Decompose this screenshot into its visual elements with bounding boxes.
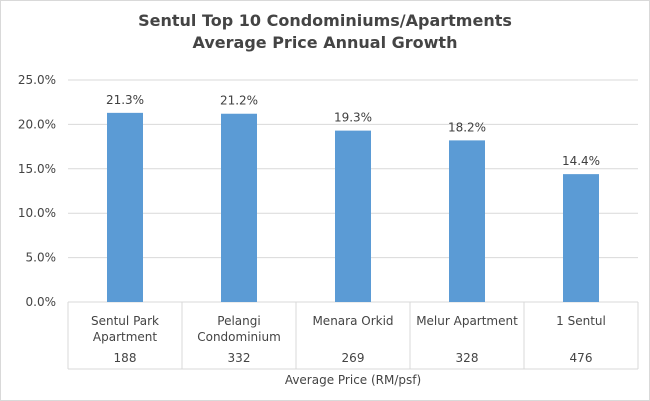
category-label: Pelangi [217, 314, 260, 328]
avg-price-label: 332 [228, 351, 251, 365]
bar [107, 112, 143, 302]
avg-price-label: 476 [570, 351, 593, 365]
avg-price-label: 188 [114, 351, 137, 365]
bar [221, 113, 257, 302]
data-label: 21.3% [106, 93, 144, 107]
bar [563, 174, 599, 302]
category-label: 1 Sentul [556, 314, 606, 328]
y-tick-label: 10.0% [18, 206, 56, 220]
chart-title-line-1: Sentul Top 10 Condominiums/Apartments [138, 11, 512, 30]
data-label: 19.3% [334, 111, 372, 125]
data-label: 21.2% [220, 94, 258, 108]
avg-price-label: 328 [456, 351, 479, 365]
chart-title-line-2: Average Price Annual Growth [193, 33, 458, 52]
bars [107, 112, 599, 302]
gridlines [67, 79, 639, 370]
y-axis-ticks: 0.0% 5.0% 10.0% 15.0% 20.0% 25.0% [18, 73, 56, 309]
category-table: Sentul Park Apartment 188 Pelangi Condominiu… [91, 314, 606, 365]
category-label: Menara Orkid [312, 314, 393, 328]
category-label: Melur Apartment [416, 314, 518, 328]
y-tick-label: 5.0% [26, 251, 57, 265]
data-labels: 21.3% 21.2% 19.3% 18.2% 14.4% [106, 93, 600, 168]
data-label: 18.2% [448, 120, 486, 134]
y-tick-label: 20.0% [18, 117, 56, 131]
bar [335, 130, 371, 302]
y-tick-label: 25.0% [18, 73, 56, 87]
y-tick-label: 15.0% [18, 162, 56, 176]
data-label: 14.4% [562, 154, 600, 168]
y-tick-label: 0.0% [26, 295, 57, 309]
x-axis-title: Average Price (RM/psf) [285, 373, 421, 387]
bar [449, 140, 485, 302]
avg-price-label: 269 [342, 351, 365, 365]
category-label: Apartment [93, 330, 157, 344]
category-label: Condominium [197, 330, 281, 344]
category-label: Sentul Park [91, 314, 159, 328]
